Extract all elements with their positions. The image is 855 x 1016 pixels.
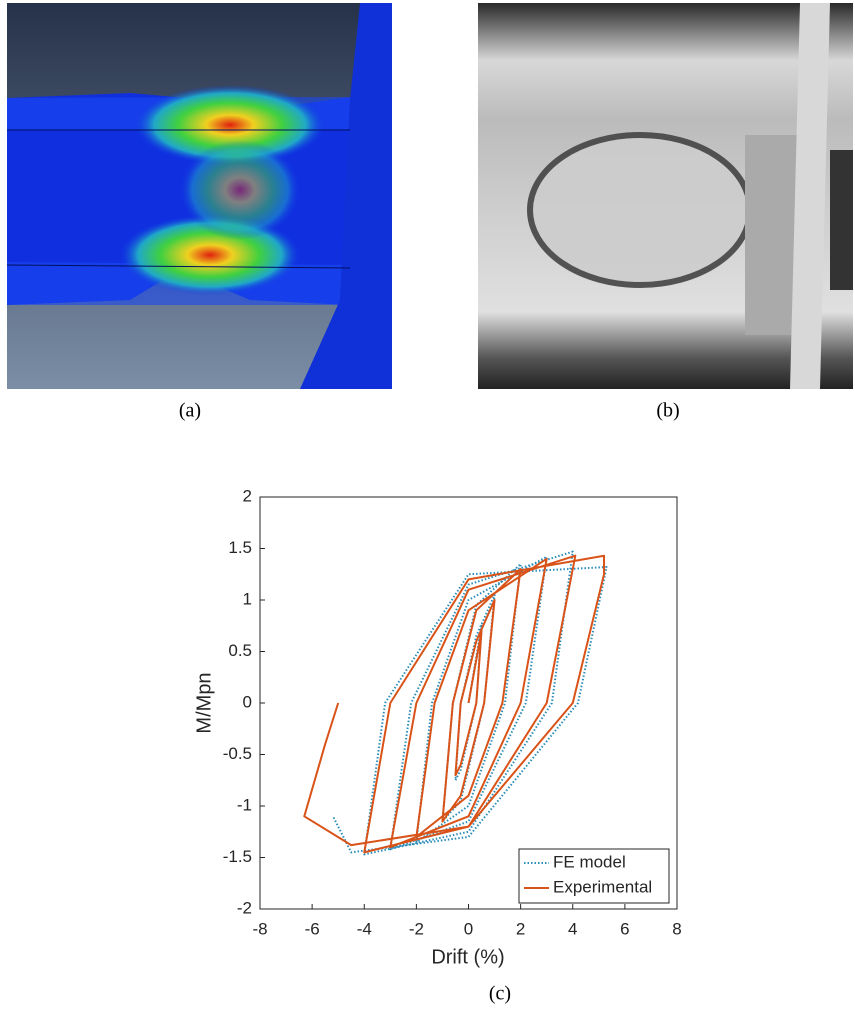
x-tick-label: -4	[357, 919, 372, 938]
x-tick-label: 4	[568, 919, 577, 938]
x-tick-label: -2	[409, 919, 424, 938]
caption: (c)	[489, 983, 511, 1005]
x-tick-label: 8	[672, 919, 681, 938]
x-tick-label: -8	[252, 919, 267, 938]
y-axis-label: M/Mpn	[193, 672, 215, 733]
fe-image	[7, 3, 392, 389]
y-tick-label: -0.5	[223, 744, 252, 763]
x-tick-label: 2	[516, 919, 525, 938]
y-tick-label: 1.5	[228, 538, 252, 557]
x-tick-label: 0	[464, 919, 473, 938]
test-photo	[478, 3, 853, 389]
y-tick-label: -1.5	[223, 847, 252, 866]
x-tick-label: 6	[620, 919, 629, 938]
legend-label: FE model	[553, 852, 626, 871]
caption: (b)	[656, 400, 679, 422]
y-tick-label: -1	[237, 795, 252, 814]
x-axis-label: Drift (%)	[431, 946, 504, 968]
y-tick-label: 0.5	[228, 641, 252, 660]
y-tick-label: 2	[243, 486, 252, 505]
x-tick-label: -6	[305, 919, 320, 938]
legend-label: Experimental	[553, 877, 652, 896]
y-tick-label: 0	[243, 692, 252, 711]
y-tick-label: -2	[237, 898, 252, 917]
y-tick-label: 1	[243, 589, 252, 608]
figure: (a) (b) (c) Drift (%) M/Mpn -8 -6 -4 -2 0 2 4 6…	[0, 0, 855, 1011]
caption: (a)	[179, 400, 201, 422]
